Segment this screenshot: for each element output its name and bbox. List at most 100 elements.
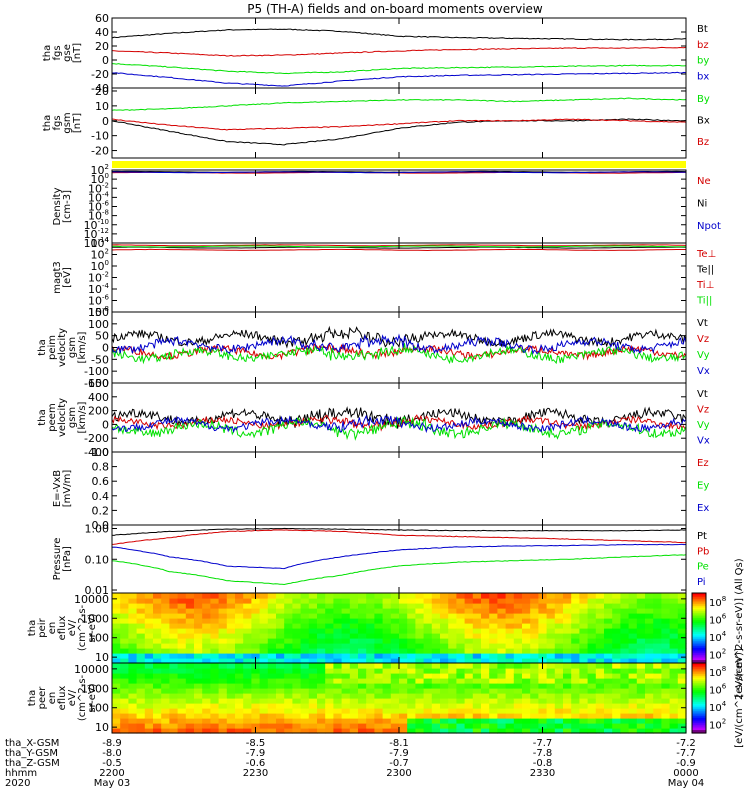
heatmap-cell bbox=[358, 663, 367, 669]
heatmap-cell bbox=[341, 718, 351, 724]
heatmap-cell bbox=[415, 613, 425, 619]
heatmap-cell bbox=[407, 593, 416, 599]
heatmap-cell bbox=[210, 693, 220, 699]
heatmap-cell bbox=[153, 683, 162, 689]
heatmap-cell bbox=[169, 713, 179, 719]
heatmap-cell bbox=[325, 668, 334, 674]
heatmap-cell bbox=[226, 628, 236, 634]
colorbar-cell bbox=[692, 696, 706, 699]
heatmap-cell bbox=[571, 633, 580, 639]
heatmap-cell bbox=[177, 663, 187, 669]
heatmap-cell bbox=[677, 623, 687, 629]
heatmap-cell bbox=[522, 638, 531, 644]
heatmap-cell bbox=[653, 628, 662, 634]
colorbar-cell bbox=[692, 699, 706, 703]
heatmap-cell bbox=[522, 608, 531, 614]
heatmap-cell bbox=[481, 713, 490, 719]
heatmap-cell bbox=[415, 728, 425, 734]
colorbar-cell bbox=[692, 657, 706, 661]
heatmap-cell bbox=[169, 633, 179, 639]
heatmap-cell bbox=[243, 718, 252, 724]
heatmap-cell bbox=[530, 663, 539, 669]
x-axis-value: -8.9 bbox=[102, 738, 122, 749]
heatmap-cell bbox=[538, 703, 548, 709]
heatmap-cell bbox=[481, 648, 490, 654]
heatmap-cell bbox=[595, 608, 605, 614]
legend-label: Bx bbox=[697, 115, 710, 126]
x-axis-value: -8.5 bbox=[246, 738, 266, 749]
heatmap-cell bbox=[218, 613, 228, 619]
heatmap-cell bbox=[243, 713, 252, 719]
heatmap-cell bbox=[489, 603, 498, 609]
y-tick-label: 0.6 bbox=[92, 475, 110, 488]
heatmap-cell bbox=[604, 638, 613, 644]
heatmap-cell bbox=[374, 668, 384, 674]
heatmap-cell bbox=[595, 598, 605, 604]
colorbar-cell bbox=[692, 675, 706, 678]
heatmap-cell bbox=[284, 698, 293, 704]
heatmap-cell bbox=[169, 603, 179, 609]
heatmap-cell bbox=[218, 643, 228, 649]
heatmap-cell bbox=[620, 653, 630, 659]
heatmap-cell bbox=[169, 643, 179, 649]
heatmap-cell bbox=[218, 728, 228, 734]
heatmap-cell bbox=[546, 723, 556, 729]
heatmap-cell bbox=[636, 678, 646, 684]
heatmap-cell bbox=[259, 718, 269, 724]
heatmap-cell bbox=[481, 683, 490, 689]
heatmap-cell bbox=[325, 703, 334, 709]
heatmap-cell bbox=[645, 688, 654, 694]
heatmap-cell bbox=[399, 608, 408, 614]
series-line-fgs_gsm-2 bbox=[111, 118, 687, 131]
heatmap-cell bbox=[677, 673, 687, 679]
heatmap-cell bbox=[349, 618, 359, 624]
heatmap-cell bbox=[292, 643, 302, 649]
heatmap-cell bbox=[218, 683, 228, 689]
heatmap-cell bbox=[554, 658, 564, 664]
heatmap-cell bbox=[390, 728, 400, 734]
heatmap-cell bbox=[489, 713, 498, 719]
heatmap-cell bbox=[333, 603, 343, 609]
heatmap-cell bbox=[554, 703, 564, 709]
heatmap-cell bbox=[333, 713, 343, 719]
heatmap-cell bbox=[341, 693, 351, 699]
heatmap-cell bbox=[628, 678, 638, 684]
heatmap-cell bbox=[415, 663, 425, 669]
heatmap-cell bbox=[407, 683, 416, 689]
heatmap-cell bbox=[415, 633, 425, 639]
heatmap-cell bbox=[382, 708, 392, 714]
heatmap-cell bbox=[194, 683, 203, 689]
heatmap-cell bbox=[530, 598, 539, 604]
heatmap-cell bbox=[194, 623, 203, 629]
heatmap-cell bbox=[325, 598, 334, 604]
plot-title: P5 (TH-A) fields and on-board moments ov… bbox=[247, 2, 543, 16]
heatmap-cell bbox=[587, 638, 597, 644]
heatmap-cell bbox=[210, 713, 220, 719]
heatmap-cell bbox=[120, 723, 129, 729]
heatmap-cell bbox=[546, 648, 556, 654]
heatmap-cell bbox=[620, 698, 630, 704]
heatmap-cell bbox=[513, 713, 523, 719]
heatmap-cell bbox=[628, 643, 638, 649]
heatmap-cell bbox=[546, 608, 556, 614]
heatmap-cell bbox=[423, 688, 433, 694]
heatmap-cell bbox=[194, 608, 203, 614]
heatmap-cell bbox=[382, 598, 392, 604]
heatmap-cell bbox=[300, 678, 310, 684]
heatmap-cell bbox=[153, 728, 162, 734]
heatmap-cell bbox=[571, 643, 580, 649]
heatmap-cell bbox=[333, 683, 343, 689]
y-tick-label: 50 bbox=[95, 330, 109, 343]
heatmap-cell bbox=[677, 598, 687, 604]
heatmap-cell bbox=[177, 703, 187, 709]
heatmap-cell bbox=[563, 603, 572, 609]
heatmap-cell bbox=[423, 613, 433, 619]
y-tick-label: -20 bbox=[91, 68, 109, 81]
y-tick-label: 10000 bbox=[74, 593, 109, 606]
heatmap-cell bbox=[358, 643, 367, 649]
heatmap-cell bbox=[218, 658, 228, 664]
heatmap-cell bbox=[136, 713, 146, 719]
legend-label: Ne bbox=[697, 176, 711, 187]
heatmap-cell bbox=[136, 658, 146, 664]
heatmap-cell bbox=[636, 593, 646, 599]
